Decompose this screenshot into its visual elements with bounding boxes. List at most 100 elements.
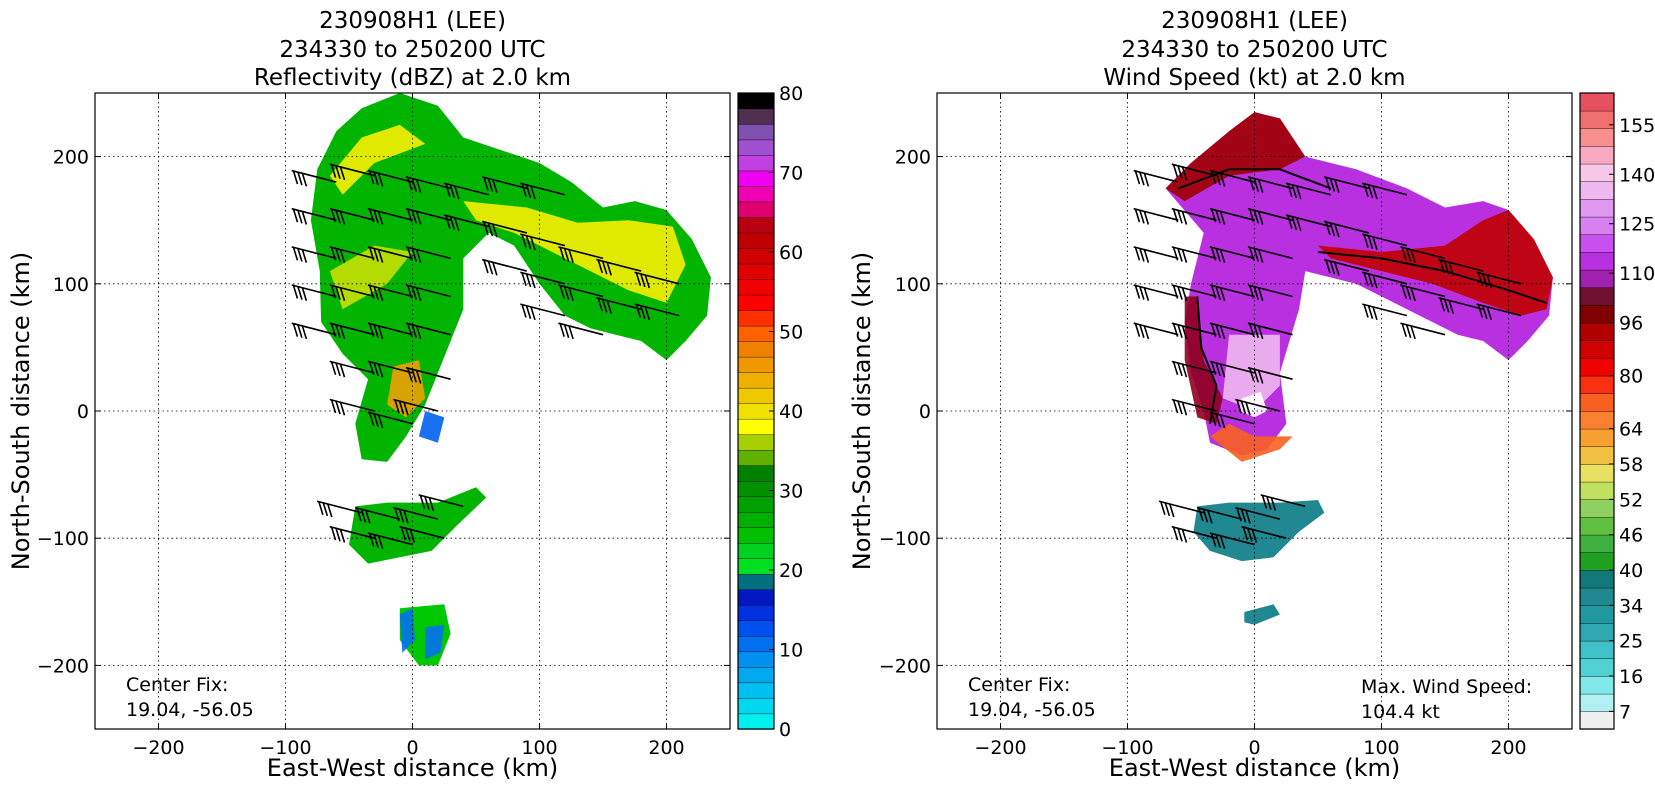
wind-barb — [1438, 258, 1484, 276]
wind-barb — [1209, 207, 1255, 225]
y-tick-label: −200 — [879, 655, 931, 677]
y-tick-label: 100 — [895, 274, 931, 296]
wind-barb — [1171, 322, 1217, 340]
colorbar-bin — [737, 201, 775, 218]
colorbar-tick-label: 30 — [779, 481, 803, 503]
colorbar-tick-label: 96 — [1619, 313, 1643, 335]
colorbar-bin — [1579, 269, 1615, 288]
echo-region-south-speck — [1244, 604, 1280, 625]
x-tick-label: 100 — [521, 737, 557, 759]
colorbar-bin — [737, 620, 775, 637]
colorbar-bin — [1579, 481, 1615, 500]
wind-barb — [520, 303, 566, 321]
wind-barb — [1209, 411, 1255, 429]
colorbar: 7 16 25 34 40 46 52 58 64 80 96 110 125 140 155 — [1579, 92, 1655, 730]
colorbar-bin — [1579, 393, 1615, 412]
colorbar-bin — [1579, 251, 1615, 271]
wind-barb — [520, 271, 566, 289]
wind-barb — [329, 322, 375, 340]
y-axis-label: North-South distance (km) — [848, 252, 876, 571]
wind-barb — [1362, 303, 1408, 321]
reflectivity-chart: 230908H1 (LEE) 234330 to 250200 UTC Refl… — [7, 8, 803, 782]
wind-barb — [558, 284, 604, 302]
echo-core-red-east — [1318, 210, 1553, 316]
center-fix-value: 19.04, -56.05 — [968, 699, 1096, 721]
echo-core-yellow-band-1 — [329, 124, 426, 195]
wind-barb — [1247, 366, 1293, 384]
wind-barb — [481, 176, 527, 193]
wind-barb — [1133, 284, 1179, 302]
colorbar-bin — [1579, 322, 1615, 341]
wind-barb — [367, 411, 413, 429]
colorbar-bin — [1579, 711, 1615, 730]
colorbar-bin — [737, 341, 775, 358]
wind-barb — [596, 258, 642, 276]
x-tick-label: −100 — [259, 737, 311, 759]
colorbar-bin — [1579, 640, 1615, 659]
x-axis-label: East-West distance (km) — [1109, 754, 1400, 782]
wind-barb — [1285, 182, 1331, 200]
wind-barb — [329, 207, 375, 225]
wind-barb — [291, 284, 337, 302]
colorbar-tick-label: 70 — [779, 163, 803, 185]
wind-barb — [1196, 506, 1242, 524]
tick-layer: −200 −100 0 100 200 −200 −100 0 100 200 — [37, 93, 730, 759]
wind-barb — [367, 322, 413, 340]
wind-barb — [1171, 360, 1217, 378]
colorbar-tick-label: 25 — [1619, 631, 1643, 653]
colorbar-bin — [1579, 198, 1615, 218]
colorbar-bin — [737, 573, 775, 590]
colorbar-tick-label: 7 — [1619, 701, 1631, 723]
y-tick-label: 100 — [53, 274, 89, 296]
colorbar-tick-label: 58 — [1619, 454, 1643, 476]
colorbar-bin — [737, 635, 775, 653]
colorbar-bin — [1579, 181, 1615, 200]
chart-title-line-2: 234330 to 250200 UTC — [1121, 37, 1387, 63]
wind-barb — [1171, 163, 1217, 181]
wind-barb — [1285, 214, 1331, 232]
colorbar-bin — [1579, 128, 1615, 147]
colorbar-bin — [737, 713, 775, 730]
colorbar-bin — [1579, 605, 1615, 624]
wind-barb — [1400, 284, 1446, 302]
colorbar-bin — [737, 309, 775, 327]
colorbar-frame — [1579, 92, 1615, 730]
colorbar-bin — [737, 558, 775, 575]
chart-title-line-1: 230908H1 (LEE) — [319, 8, 506, 34]
colorbar-bin — [737, 651, 775, 668]
colorbar-tick-label: 64 — [1619, 419, 1643, 441]
wind-barb — [1171, 284, 1217, 302]
colorbar-bin — [1579, 693, 1615, 712]
wind-barb — [405, 207, 451, 225]
wind-barb — [1400, 246, 1446, 263]
wind-barb — [393, 398, 439, 416]
x-axis-label: East-West distance (km) — [267, 754, 558, 782]
wind-barb — [1438, 296, 1484, 314]
y-tick-label: 0 — [77, 401, 89, 423]
colorbar-bin — [1579, 163, 1615, 182]
colorbar-bin — [737, 480, 775, 497]
colorbar-tick-label: 155 — [1619, 115, 1655, 137]
chart-title-line-3: Wind Speed (kt) at 2.0 km — [1103, 65, 1405, 91]
colorbar-tick-label: 34 — [1619, 595, 1643, 617]
colorbar-bin — [1579, 410, 1615, 430]
wind-barb — [1362, 271, 1408, 289]
wind-barb — [399, 525, 445, 543]
wind-barb — [1171, 246, 1217, 263]
y-tick-label: 0 — [919, 401, 931, 423]
colorbar-bin — [1579, 287, 1615, 306]
colorbar-bin — [1579, 340, 1615, 359]
x-tick-label: −200 — [132, 737, 184, 759]
wind-barb — [1247, 207, 1293, 225]
wind-barb — [418, 494, 464, 511]
echo-core-yellow-band-2 — [463, 201, 686, 303]
colorbar-tick-label: 52 — [1619, 489, 1643, 511]
colorbar-tick-label: 80 — [1619, 366, 1643, 388]
max-wind-value: 104.4 kt — [1361, 701, 1440, 723]
wind-barb — [1323, 258, 1369, 276]
colorbar-bin — [737, 511, 775, 528]
colorbar-bin — [737, 232, 775, 249]
colorbar-bin — [737, 697, 775, 715]
wind-barb — [1209, 284, 1255, 302]
wind-barb — [520, 233, 566, 251]
